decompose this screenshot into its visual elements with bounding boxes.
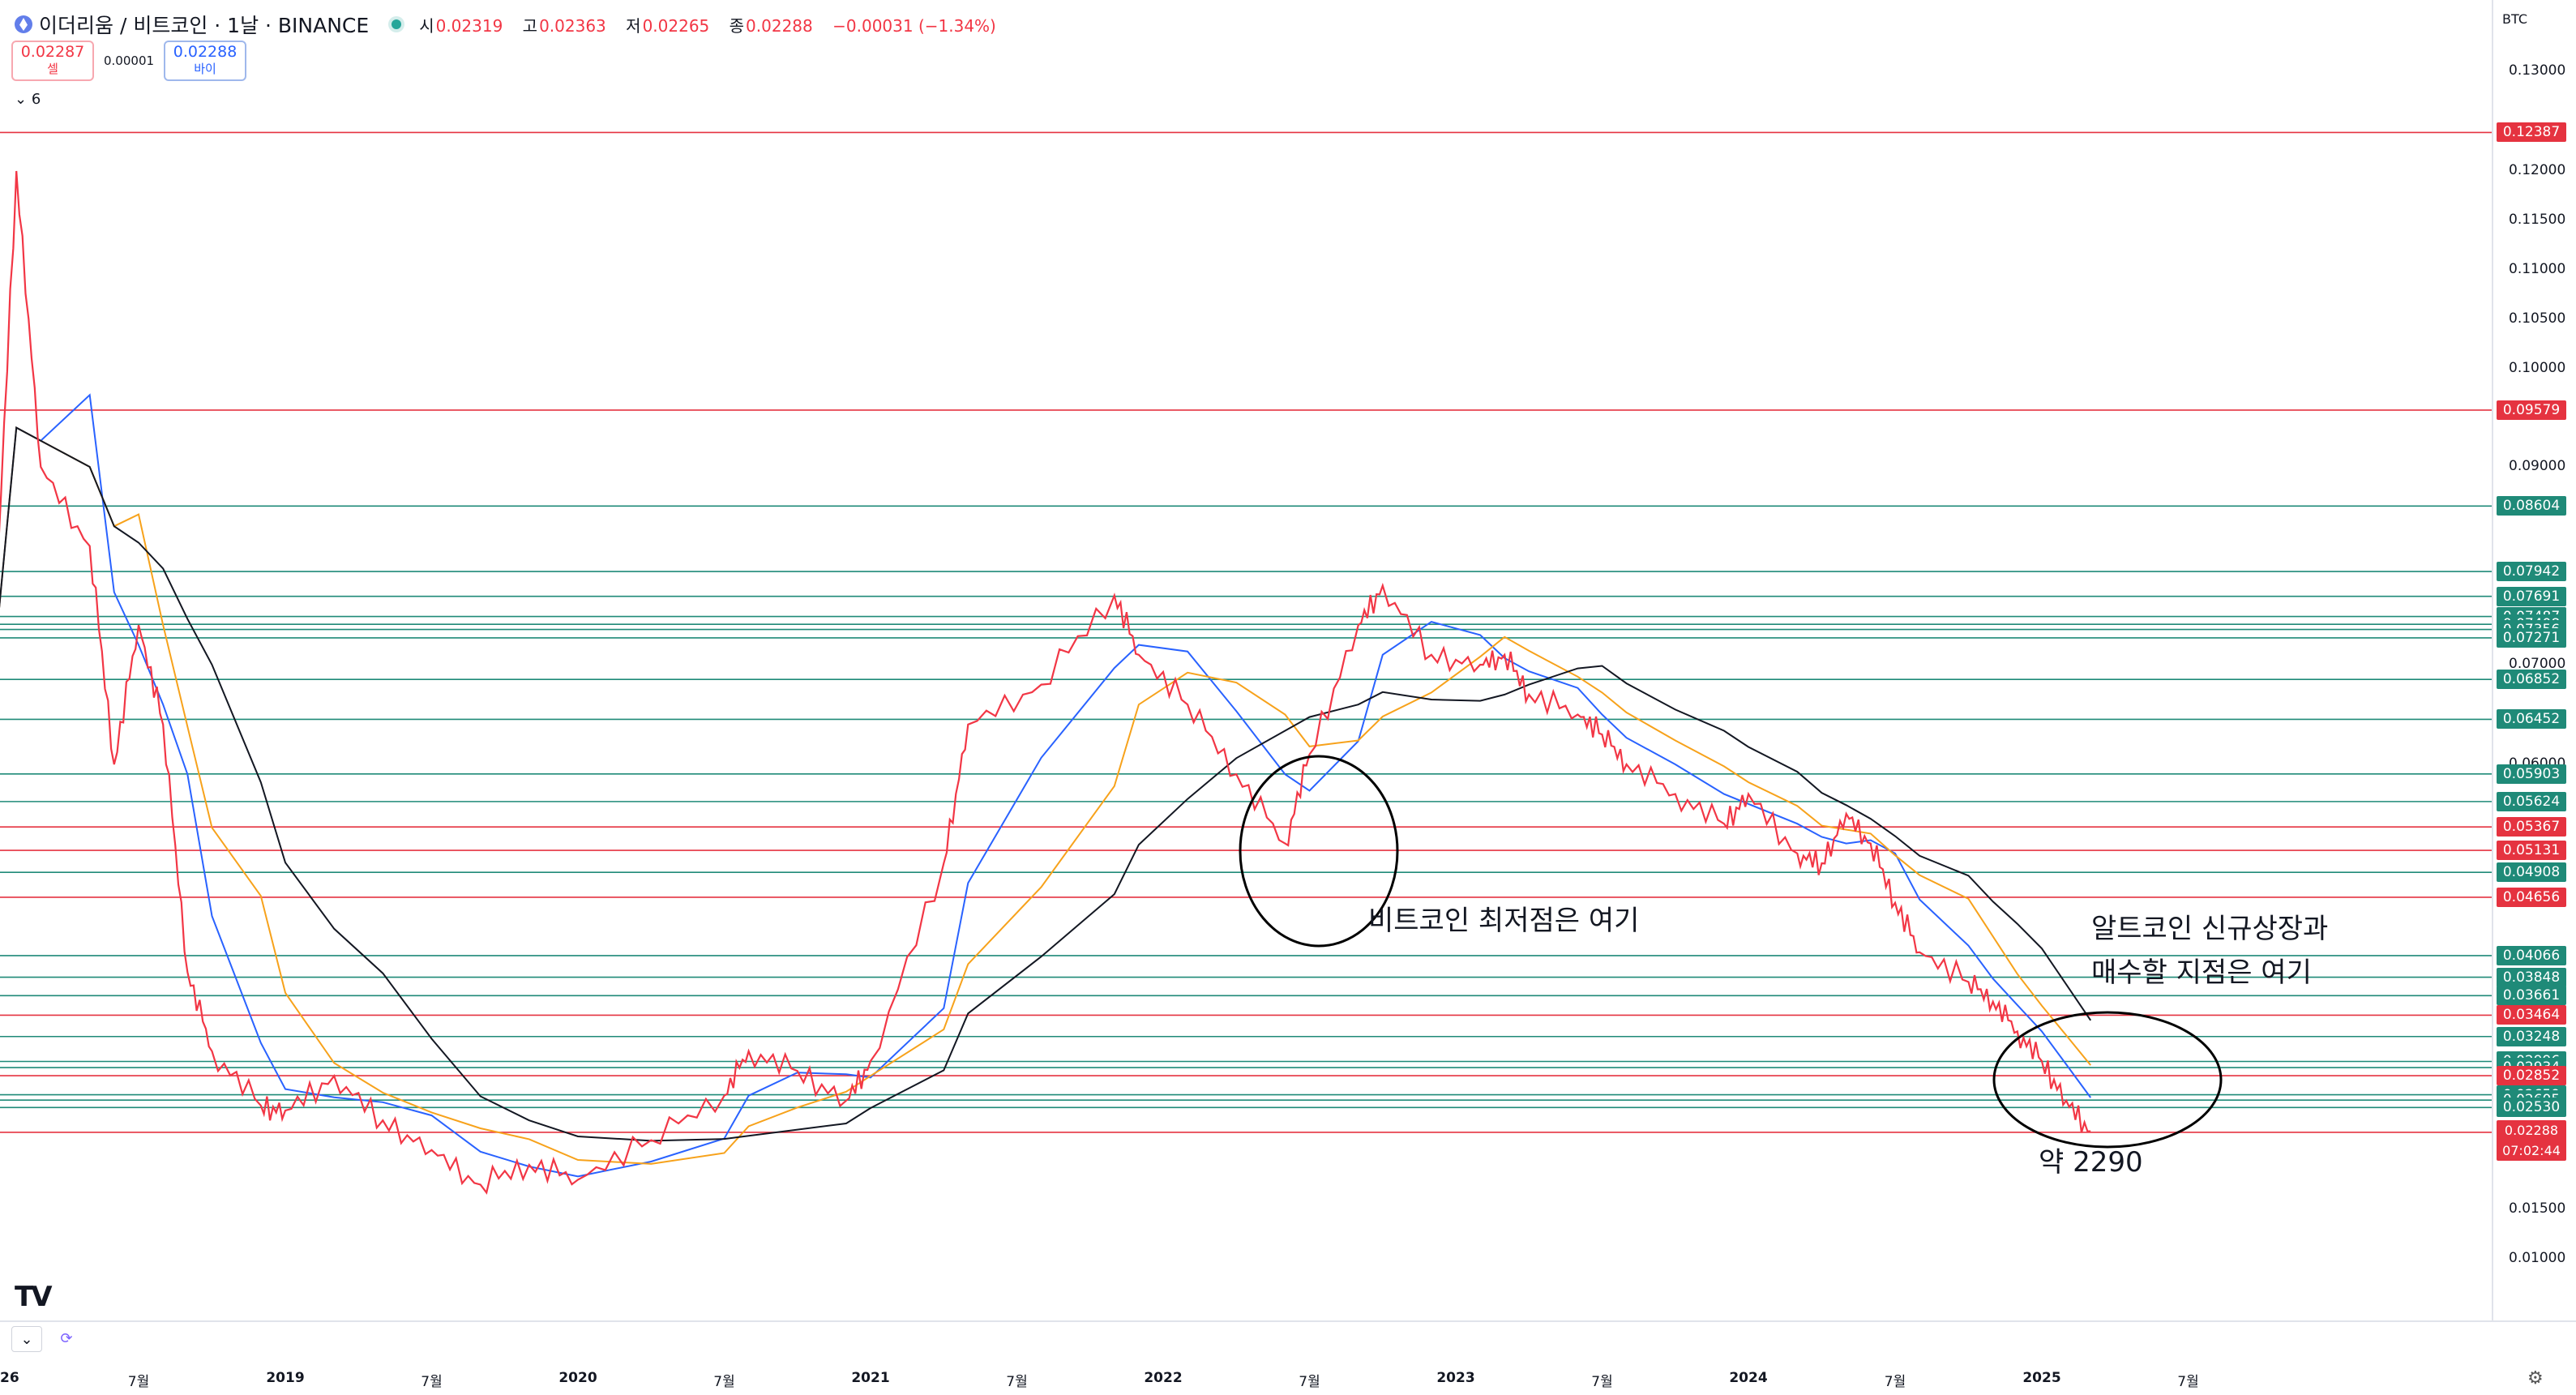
entry-zone-circle bbox=[1992, 1011, 2223, 1149]
bar-countdown: 07:02:44 bbox=[2502, 1142, 2561, 1158]
low-label: 저 bbox=[626, 15, 641, 36]
open-value: 0.02319 bbox=[435, 15, 503, 36]
support-level-badge: 0.08604 bbox=[2497, 496, 2566, 516]
price-tick-label: 0.11500 bbox=[2509, 212, 2566, 228]
time-tick-label: 7월 bbox=[1884, 1374, 1906, 1390]
price-tick-label: 0.10000 bbox=[2509, 360, 2566, 376]
buy-label: 바이 bbox=[194, 62, 216, 76]
resistance-level-badge: 0.05367 bbox=[2497, 817, 2566, 837]
resistance-level-badge: 0.02852 bbox=[2497, 1066, 2566, 1086]
time-tick-label: 2023 bbox=[1436, 1370, 1475, 1386]
time-tick-label: 7월 bbox=[713, 1374, 735, 1390]
market-open-icon bbox=[392, 19, 402, 29]
time-tick-label: 7월 bbox=[1299, 1374, 1320, 1390]
support-level-badge: 0.03848 bbox=[2497, 967, 2566, 987]
sell-label: 셀 bbox=[47, 62, 58, 76]
price-tick-label: 0.13000 bbox=[2509, 62, 2566, 79]
time-tick-label: 7월 bbox=[2177, 1374, 2199, 1390]
support-level-badge: 0.05903 bbox=[2497, 764, 2566, 784]
ethereum-icon bbox=[15, 15, 32, 33]
buy-button[interactable]: 0.02288 바이 bbox=[164, 41, 247, 81]
resistance-level-badge: 0.04656 bbox=[2497, 887, 2566, 907]
alt-note-line1: 알트코인 신규상장과 bbox=[2091, 913, 2329, 945]
sell-button[interactable]: 0.02287 셀 bbox=[11, 41, 94, 81]
time-tick-label: 7월 bbox=[421, 1374, 443, 1390]
alt-note-line2: 매수할 지점은 여기 bbox=[2091, 956, 2312, 989]
trade-panel: 0.02287 셀 0.00001 0.02288 바이 bbox=[11, 41, 247, 81]
support-level-badge: 0.07271 bbox=[2497, 627, 2566, 648]
time-tick-label: 2024 bbox=[1729, 1370, 1768, 1386]
high-value: 0.02363 bbox=[539, 15, 606, 36]
resistance-level-badge: 0.12387 bbox=[2497, 122, 2566, 143]
time-tick-label: 7월 bbox=[127, 1374, 150, 1390]
time-tick-label: 7월 bbox=[1006, 1374, 1028, 1390]
price-tick-label: 0.09000 bbox=[2509, 458, 2566, 474]
ma-slow-line bbox=[0, 426, 2092, 1142]
price-tick-label: 0.10500 bbox=[2509, 310, 2566, 327]
close-label: 종 bbox=[729, 15, 745, 36]
spread-value: 0.00001 bbox=[104, 53, 155, 68]
resistance-level-badge: 0.05131 bbox=[2497, 841, 2566, 861]
chevron-down-icon: ⌄ bbox=[15, 91, 28, 108]
time-tick-label: 2025 bbox=[2022, 1370, 2061, 1386]
high-label: 고 bbox=[522, 15, 538, 36]
refresh-icon: ⟳ bbox=[60, 1329, 73, 1347]
current-price-badge: 0.02288 07:02:44 bbox=[2497, 1119, 2566, 1161]
btc-bottom-note: 비트코인 최저점은 여기 bbox=[1368, 905, 1640, 937]
btc-bottom-circle bbox=[1239, 755, 1399, 948]
ma-fast-line bbox=[0, 393, 2092, 1178]
support-level-badge: 0.02530 bbox=[2497, 1098, 2566, 1118]
time-tick-label: 2019 bbox=[266, 1370, 305, 1386]
ohlc-values: 시 0.02319 고 0.02363 저 0.02265 종 0.02288 −0.0… bbox=[419, 13, 1011, 36]
sell-price: 0.02287 bbox=[20, 43, 85, 61]
support-level-badge: 0.03661 bbox=[2497, 986, 2566, 1006]
change-value: −0.00031 (−1.34%) bbox=[832, 15, 996, 36]
symbol-title[interactable]: 이더리움 / 비트코인 · 1날 · BINANCE bbox=[39, 14, 370, 37]
support-level-badge: 0.04066 bbox=[2497, 945, 2566, 965]
reload-button[interactable]: ⟳ bbox=[52, 1326, 81, 1350]
time-tick-label: 2020 bbox=[558, 1370, 597, 1386]
price-tick-label: 0.11000 bbox=[2509, 261, 2566, 277]
resistance-level-badge: 0.09579 bbox=[2497, 400, 2566, 420]
current-price: 0.02288 bbox=[2504, 1122, 2559, 1138]
time-tick-label: 2022 bbox=[1144, 1370, 1183, 1386]
ma-mid-line bbox=[0, 426, 2091, 1165]
collapse-button[interactable]: ⌄ bbox=[11, 1326, 42, 1352]
support-level-badge: 0.06452 bbox=[2497, 709, 2566, 730]
price-tick-label: 0.12000 bbox=[2509, 162, 2566, 178]
approx-price-note: 약 2290 bbox=[2039, 1146, 2143, 1179]
indicators-toggle[interactable]: ⌄ 6 bbox=[15, 91, 41, 108]
settings-gear-icon[interactable]: ⚙ bbox=[2527, 1368, 2544, 1389]
axis-currency: BTC bbox=[2502, 11, 2527, 27]
time-tick-label: 2021 bbox=[851, 1370, 890, 1386]
support-level-badge: 0.06852 bbox=[2497, 670, 2566, 690]
support-level-badge: 0.03248 bbox=[2497, 1026, 2566, 1046]
time-tick-label: 7월 bbox=[1591, 1374, 1613, 1390]
price-series bbox=[0, 170, 2091, 1195]
low-value: 0.02265 bbox=[642, 15, 710, 36]
open-label: 시 bbox=[419, 15, 434, 36]
price-tick-label: 0.01500 bbox=[2509, 1200, 2566, 1217]
buy-price: 0.02288 bbox=[173, 43, 237, 61]
price-tick-label: 0.01000 bbox=[2509, 1250, 2566, 1266]
support-level-badge: 0.05624 bbox=[2497, 791, 2566, 811]
close-value: 0.02288 bbox=[746, 15, 813, 36]
support-level-badge: 0.07942 bbox=[2497, 562, 2566, 582]
resistance-level-badge: 0.03464 bbox=[2497, 1005, 2566, 1025]
tradingview-logo[interactable]: TV bbox=[15, 1281, 52, 1313]
chevron-down-icon: ⌄ bbox=[20, 1330, 33, 1348]
indicators-count: 6 bbox=[31, 91, 41, 108]
time-tick-label: 2026 bbox=[0, 1370, 19, 1386]
symbol-header: 이더리움 / 비트코인 · 1날 · BINANCE 시 0.02319 고 0.0… bbox=[0, 0, 1011, 49]
support-level-badge: 0.04908 bbox=[2497, 862, 2566, 883]
plot-area bbox=[0, 0, 2493, 1321]
support-level-badge: 0.07691 bbox=[2497, 586, 2566, 606]
price-tick-label: 0.07000 bbox=[2509, 656, 2566, 672]
